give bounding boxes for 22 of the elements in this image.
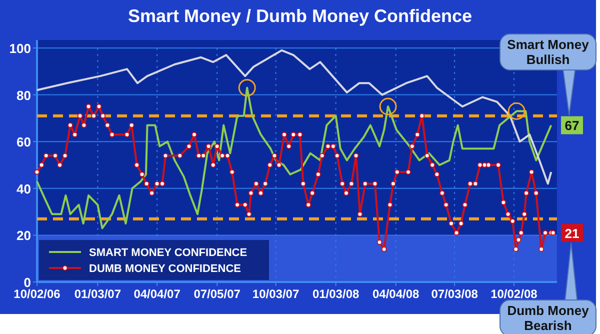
chart-title: Smart Money / Dumb Money Confidence: [128, 6, 472, 26]
legend-label: DUMB MONEY CONFIDENCE: [89, 263, 241, 275]
x-tick-label: 07/05/07: [194, 287, 241, 301]
annotation: 67: [564, 118, 580, 134]
x-tick-label: 01/03/08: [312, 287, 360, 301]
annotation: Smart Money Bullish: [507, 37, 590, 67]
x-tick-label: 01/03/07: [74, 287, 122, 301]
y-tick-label: 100: [9, 41, 31, 56]
legend-label: SMART MONEY CONFIDENCE: [89, 247, 248, 259]
x-tick-label: 04/04/08: [372, 287, 420, 301]
text: Dumb Money Bearish: [507, 303, 590, 333]
y-tick-label: 0: [24, 275, 31, 290]
y-tick-label: 60: [16, 134, 31, 150]
y-tick-label: 20: [16, 228, 31, 244]
x-tick-label: 10/02/06: [14, 287, 61, 301]
annotation: 21: [564, 226, 580, 241]
y-tick-label: 40: [16, 181, 31, 196]
x-tick-label: 04/04/07: [134, 287, 181, 301]
x-tick-label: 10/03/07: [252, 287, 300, 301]
y-tick-label: 80: [16, 88, 31, 103]
x-tick-label: 10/02/08: [490, 287, 538, 301]
x-tick-label: 07/03/08: [431, 287, 478, 301]
